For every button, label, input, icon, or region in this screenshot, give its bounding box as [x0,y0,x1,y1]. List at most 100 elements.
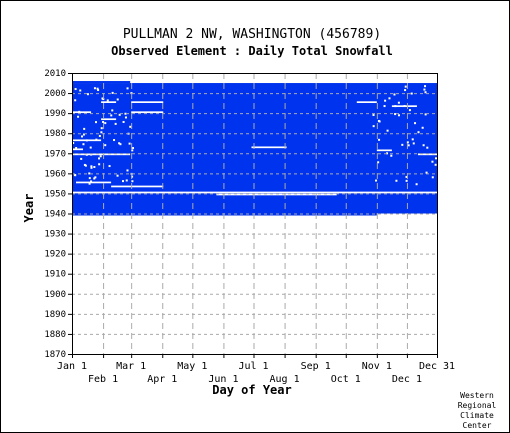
missing-day-mark [386,129,389,132]
missing-day-mark [383,105,386,108]
x-tick-label: Dec 1 [392,374,422,385]
missing-segment [76,181,112,184]
y-tick-label: 1890 [44,310,66,320]
missing-day-mark [394,113,397,116]
missing-day-mark [404,89,407,92]
missing-day-mark [113,139,116,142]
missing-day-mark [124,116,127,119]
missing-day-mark [372,113,375,116]
missing-day-mark [74,88,77,91]
missing-day-mark [104,122,107,125]
missing-day-mark [100,127,103,130]
x-tick-label: Nov 1 [362,361,392,372]
missing-day-mark [132,147,135,150]
missing-day-mark [85,153,88,156]
missing-day-mark [403,105,406,108]
missing-day-mark [126,87,129,90]
missing-day-mark [124,112,127,115]
missing-day-mark [405,179,408,182]
missing-day-mark [90,153,93,156]
y-tick-label: 1980 [44,129,66,139]
missing-day-mark [96,87,99,90]
missing-day-mark [82,133,85,136]
missing-day-mark [415,183,418,186]
missing-day-mark [98,163,101,166]
missing-day-mark [118,113,121,116]
missing-segment [131,111,164,114]
missing-day-mark [394,105,397,108]
missing-day-mark [407,144,410,147]
missing-day-mark [116,174,119,177]
missing-day-mark [414,122,417,125]
missing-day-mark [405,175,408,178]
missing-day-mark [75,147,78,150]
missing-day-mark [100,131,103,134]
missing-day-mark [375,179,378,182]
missing-day-mark [434,157,437,160]
missing-day-mark [425,171,428,174]
credit-line: Climate [460,411,494,420]
x-tick-label: Jun 1 [208,374,238,385]
missing-day-mark [131,180,134,183]
missing-day-mark [93,87,96,90]
missing-day-mark [131,149,134,152]
missing-day-mark [72,141,75,144]
missing-day-mark [77,115,80,118]
missing-day-mark [88,182,91,185]
missing-day-mark [90,165,93,168]
missing-day-mark [86,93,89,96]
missing-day-mark [404,85,407,88]
credit-line: Center [463,421,492,430]
x-tick-label: Dec 31 [419,361,455,372]
missing-day-mark [102,120,105,123]
missing-day-mark [401,143,404,146]
missing-segment [101,118,117,121]
missing-day-mark [119,143,122,146]
missing-day-mark [114,122,117,125]
missing-day-mark [417,131,420,134]
missing-day-mark [99,155,102,158]
x-tick-label: Jul 1 [238,361,268,372]
missing-day-mark [423,88,426,91]
missing-segment [251,146,287,149]
missing-segment [101,101,117,104]
y-tick-label: 1870 [44,350,66,360]
x-tick-label: Mar 1 [116,361,146,372]
missing-day-mark [395,179,398,182]
missing-day-mark [88,177,91,180]
missing-segment [216,193,337,196]
credit-line: Western [460,391,494,400]
missing-day-mark [411,138,414,141]
missing-day-mark [126,169,129,172]
missing-day-mark [384,99,387,102]
missing-day-mark [408,109,411,112]
missing-day-mark [90,180,93,183]
missing-day-mark [421,126,424,129]
y-tick-label: 1940 [44,210,66,220]
missing-segment [72,111,92,114]
y-tick-label: 2000 [44,89,66,99]
missing-day-mark [125,179,128,182]
missing-day-mark [406,141,409,144]
missing-day-mark [128,142,131,145]
y-tick-label: 1910 [44,270,66,280]
x-tick-label: Oct 1 [331,374,361,385]
missing-day-mark [424,113,427,116]
missing-day-mark [97,89,100,92]
chart-subtitle: Observed Element : Daily Total Snowfall [111,44,393,58]
missing-day-mark [83,127,86,130]
missing-day-mark [94,176,97,179]
missing-day-mark [122,180,125,183]
missing-day-mark [98,157,101,160]
missing-day-mark [118,142,121,145]
missing-day-mark [410,92,413,95]
missing-day-mark [104,144,107,147]
data-layer [72,81,438,216]
missing-day-mark [129,125,132,128]
y-tick-label: 2010 [44,69,66,79]
missing-day-mark [108,165,111,168]
missing-day-mark [98,134,101,137]
missing-day-mark [377,161,380,164]
